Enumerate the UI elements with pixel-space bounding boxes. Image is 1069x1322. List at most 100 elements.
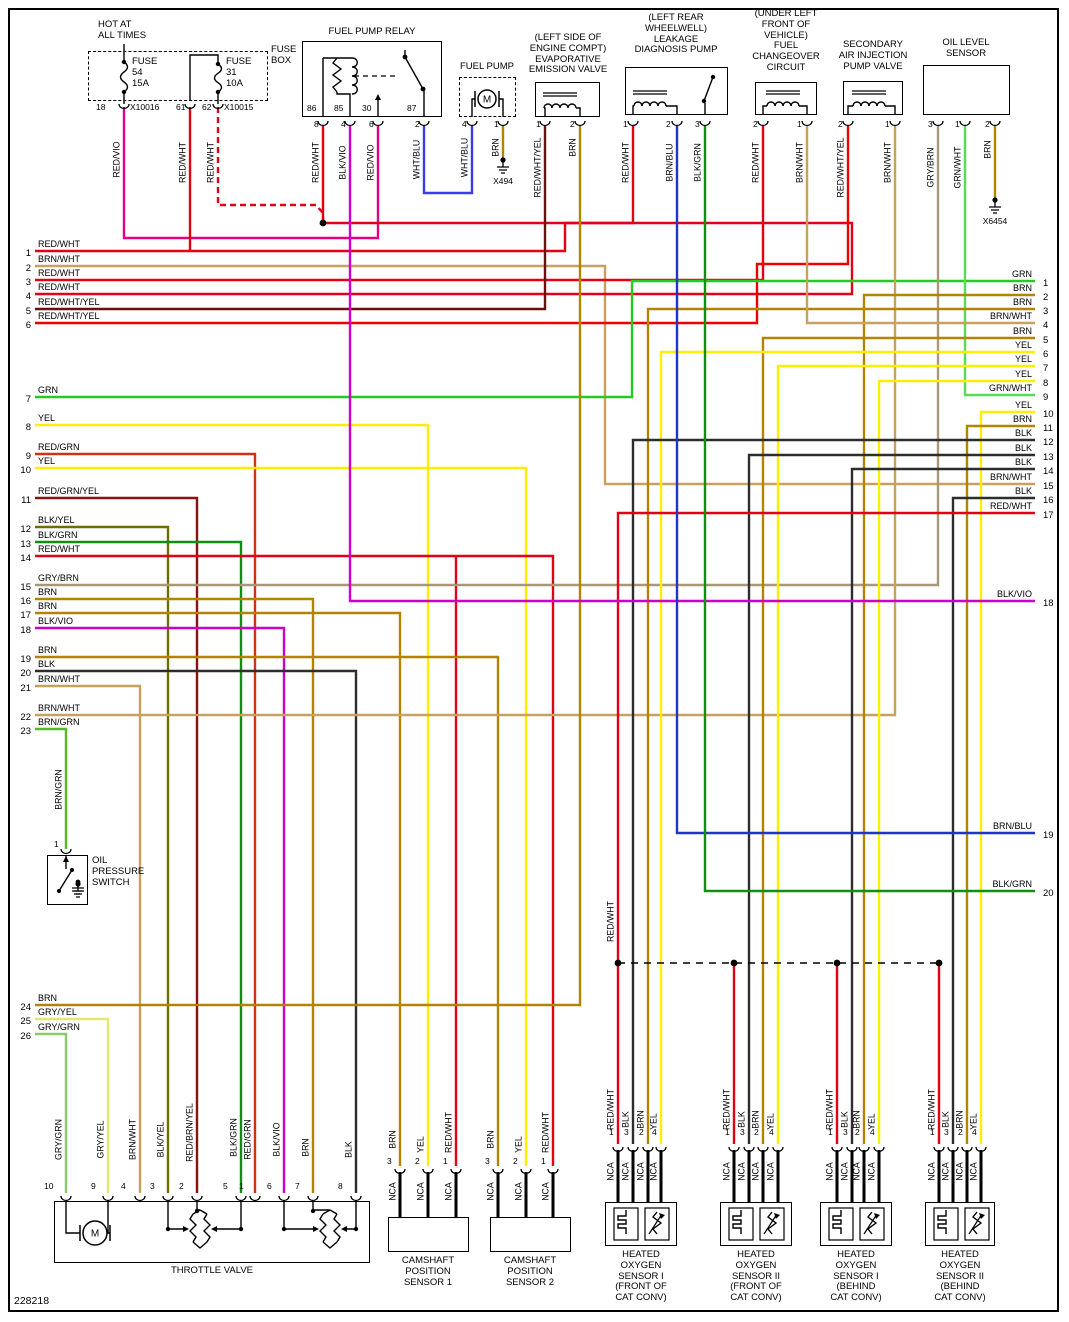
camshaft-sensor-2-box [490, 1217, 571, 1252]
fuse-box [88, 51, 268, 101]
pin-label: 4 [769, 1127, 774, 1137]
connector-arc [975, 1146, 987, 1153]
wire-l26-gry-grn [35, 1032, 68, 1193]
pin-label: 2 [639, 1127, 644, 1137]
pin-label: 86 [307, 103, 317, 113]
valve-core [543, 92, 577, 97]
arrowhead [341, 1226, 347, 1232]
connector-arc [422, 1168, 434, 1175]
valve-coil [633, 101, 667, 107]
wire-r10-yel [979, 410, 1035, 1144]
pin-label: 6 [267, 1181, 272, 1191]
o2-heater-frame [613, 1207, 639, 1241]
pin-label: 1 [541, 1156, 546, 1166]
right-row-number: 20 [1043, 888, 1054, 899]
left-row-number: 8 [25, 422, 31, 433]
pin-label: 2 [570, 119, 575, 129]
pin-label: 6 [369, 119, 374, 129]
connector-arc [612, 1146, 624, 1153]
wire-l10-yel [35, 466, 528, 1166]
wire-color-label: RED/WHT [205, 141, 216, 184]
connector-arc [317, 120, 329, 127]
right-row-number: 7 [1043, 363, 1049, 374]
fuse-box-label: FUSE BOX [271, 44, 297, 66]
wire-r16-blk [951, 496, 1035, 1144]
wire-color-label: NCA [605, 1162, 616, 1181]
left-row-number: 25 [20, 1016, 31, 1027]
wire-color-label: RED/WHT [620, 141, 631, 184]
wire-fuse62-red-wht-dashed [216, 107, 325, 223]
right-row-number: 19 [1043, 830, 1054, 841]
fuel-changeover-box [755, 82, 817, 115]
wire-r12-blk [631, 438, 1035, 1144]
left-row-number: 20 [20, 668, 31, 679]
valve-core [852, 90, 886, 95]
ground-label: X6454 [982, 216, 1008, 226]
pin-label: 18 [96, 102, 106, 112]
left-row-label: RED/WHT [38, 282, 80, 292]
valve-core [766, 90, 800, 95]
right-row-label: BRN/WHT [990, 472, 1032, 482]
connector-arc [235, 1195, 247, 1202]
camshaft-sensor-1-title: CAMSHAFT POSITION SENSOR 1 [401, 1255, 455, 1288]
wire-color-label: RED/WHT/YEL [532, 137, 543, 198]
wire-color-label: GRY/YEL [95, 1120, 106, 1159]
wire-color-label: BRN/GRN [53, 769, 64, 810]
wire-color-label: BLK/VIO [271, 1122, 282, 1157]
left-row-number: 13 [20, 539, 31, 550]
fuse-symbol [213, 63, 223, 93]
connector-arc [307, 1195, 319, 1202]
o2-sensor-3-box [820, 1202, 892, 1246]
connector-arc [933, 1146, 945, 1153]
wire-color-label: NCA [765, 1162, 776, 1181]
oil-switch-contact [58, 869, 73, 892]
fuel-changeover-title: (UNDER LEFT FRONT OF VEHICLE) FUEL CHANG… [752, 8, 820, 73]
left-row-number: 15 [20, 582, 31, 593]
pin-label: 3 [485, 1156, 490, 1166]
pin-label: X10016 [130, 102, 160, 112]
ground-symbol [989, 200, 1001, 214]
left-row-label: GRN [38, 385, 58, 395]
connector-arc [394, 1168, 406, 1175]
wire-color-label: NCA [540, 1182, 551, 1201]
wire-color-label: BLK/GRN [228, 1118, 239, 1157]
connector-arc [772, 1146, 784, 1153]
connector-arc [655, 1146, 667, 1153]
pin-label: 4 [972, 1127, 977, 1137]
wire-color-label: RED/VIO [111, 141, 122, 178]
connector-arc [831, 1146, 843, 1153]
motor-lead [107, 1201, 110, 1234]
connector-arc [278, 1195, 290, 1202]
left-row-label: BRN/WHT [38, 674, 80, 684]
fuel-pump-relay-title: FUEL PUMP RELAY [328, 26, 416, 37]
wire-color-label: GRY/GRN [53, 1119, 64, 1160]
wire-color-label: NCA [415, 1182, 426, 1201]
connector-arc [191, 1195, 203, 1202]
right-row-number: 10 [1043, 409, 1054, 420]
relay-switch [404, 56, 424, 90]
right-row-number: 16 [1043, 495, 1054, 506]
wire-color-label: BRN/WHT [882, 141, 893, 184]
o2-heater-frame [728, 1207, 754, 1241]
junction-dot [353, 1226, 359, 1232]
right-row-label: YEL [1014, 354, 1032, 364]
wire-l21-brn-wht [35, 684, 142, 1193]
evap-valve-title: (LEFT SIDE OF ENGINE COMPT) EVAPORATIVE … [528, 32, 608, 76]
connector-arc [497, 120, 509, 127]
right-row-label: GRN [1012, 269, 1032, 279]
o2-sensor-4-title: HEATED OXYGEN SENSOR II (BEHIND CAT CONV… [934, 1249, 986, 1304]
left-row-label: RED/WHT/YEL [38, 311, 100, 321]
right-row-label: YEL [1014, 340, 1032, 350]
pin-label: 62 [202, 102, 212, 112]
arrowhead [211, 1226, 217, 1232]
right-row-label: YEL [1014, 369, 1032, 379]
pin-label: 10 [44, 1181, 54, 1191]
o2-sensor-1-title: HEATED OXYGEN SENSOR I (FRONT OF CAT CON… [615, 1249, 667, 1304]
wire-relay87-wht-blu [422, 126, 474, 195]
right-row-label: BLK [1014, 457, 1032, 467]
pin-label: 3 [944, 1127, 949, 1137]
pin-label: 1 [623, 119, 628, 129]
right-row-number: 17 [1043, 510, 1054, 521]
o2-sensor-3-title: HEATED OXYGEN SENSOR I (BEHIND CAT CONV) [830, 1249, 882, 1304]
